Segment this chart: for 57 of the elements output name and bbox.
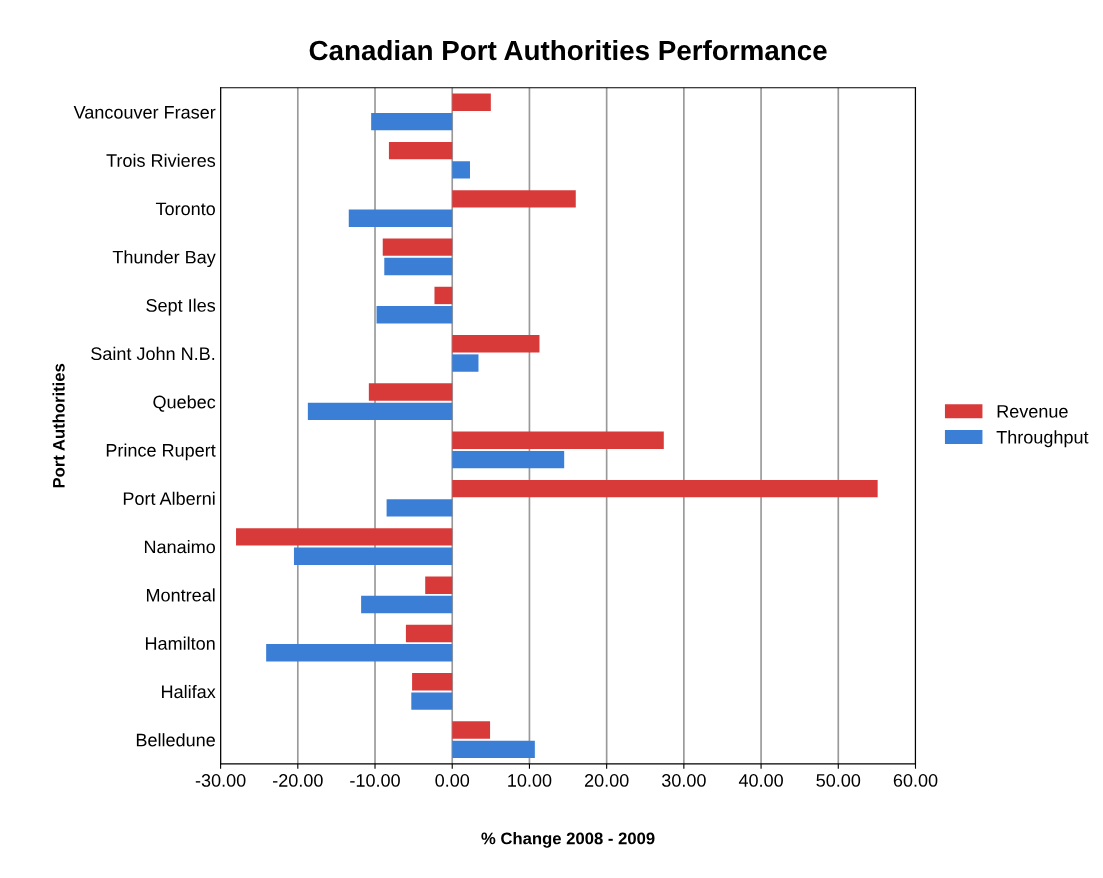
y-tick-label: Hamilton	[145, 636, 215, 650]
bar	[452, 721, 491, 739]
x-tick-label: -10.00	[350, 774, 400, 787]
bar	[348, 209, 453, 227]
bar	[307, 402, 453, 421]
bar	[452, 479, 878, 498]
bar	[236, 528, 453, 546]
bar	[452, 93, 491, 111]
x-tick-label: 20.00	[584, 774, 629, 787]
bar	[452, 161, 470, 179]
x-tick-label: 10.00	[508, 774, 552, 787]
bar	[452, 431, 664, 450]
y-axis-title: Port Authorities	[52, 363, 65, 488]
x-tick-label: -20.00	[273, 774, 323, 787]
y-tick-label: Nanaimo	[144, 540, 215, 554]
y-tick-label: Sept Iles	[146, 298, 216, 316]
bar	[266, 644, 453, 662]
bar	[452, 190, 576, 208]
bar	[452, 354, 479, 372]
x-tick-label: 40.00	[738, 774, 783, 787]
bar	[371, 112, 453, 131]
bar	[412, 673, 453, 691]
bar	[411, 692, 453, 710]
bar	[361, 595, 453, 614]
bar	[434, 286, 453, 305]
bar	[425, 576, 453, 594]
bar	[382, 238, 453, 256]
bar	[386, 499, 453, 517]
bar	[368, 383, 453, 401]
y-tick-label: Belledune	[136, 733, 215, 747]
bar	[388, 141, 453, 160]
bar	[293, 547, 453, 565]
bar	[452, 335, 540, 353]
legend-label: Throughput	[996, 430, 1089, 448]
y-tick-label: Saint John N.B.	[91, 346, 215, 361]
bar	[452, 450, 565, 469]
bar	[384, 257, 453, 276]
x-tick-label: -30.00	[195, 774, 246, 787]
y-tick-label: Vancouver Fraser	[73, 106, 216, 119]
bar	[452, 740, 535, 759]
y-tick-label: Quebec	[153, 395, 216, 412]
x-tick-label: 60.00	[893, 774, 938, 787]
y-tick-label: Montreal	[146, 588, 215, 602]
bar	[376, 306, 453, 324]
y-tick-label: Toronto	[155, 202, 215, 216]
x-tick-label: 30.00	[661, 774, 706, 787]
y-tick-label: Prince Rupert	[106, 443, 216, 461]
x-tick-label: 0.00	[435, 774, 470, 787]
bar	[405, 624, 453, 643]
y-tick-label: Halifax	[162, 684, 216, 699]
y-tick-label: Port Alberni	[123, 491, 215, 505]
x-axis-title: % Change 2008 - 2009	[481, 832, 655, 848]
y-tick-label: Trois Rivieres	[106, 153, 216, 167]
x-tick-label: 50.00	[816, 774, 861, 787]
chart-title: Canadian Port Authorities Performance	[309, 39, 827, 61]
legend-label: Revenue	[997, 405, 1068, 418]
y-tick-label: Thunder Bay	[112, 250, 216, 268]
